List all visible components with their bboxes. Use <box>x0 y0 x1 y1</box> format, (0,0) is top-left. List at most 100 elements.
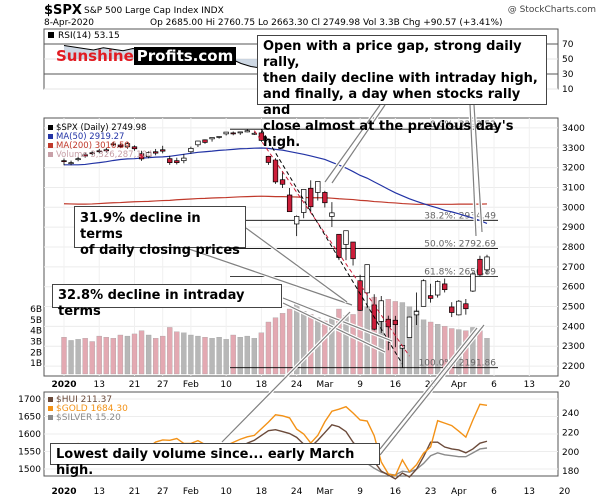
volume-bar <box>406 306 413 375</box>
annotation-closing-decline-callout: 31.9% decline in terms of daily closing … <box>74 206 246 258</box>
volume-tick-label: 1B <box>30 359 42 369</box>
volume-bar <box>174 331 180 375</box>
volume-bar <box>152 338 159 375</box>
ma50-line <box>64 147 488 224</box>
candle-body <box>294 216 300 225</box>
price-legend-label: $SPX (Daily) 2749.98 <box>56 123 146 133</box>
metals-right-tick-label: 220 <box>562 429 579 439</box>
metals-legend-swatch <box>48 397 53 402</box>
callout-line-1: Open with a price gap, strong daily rall… <box>263 39 522 70</box>
callout-line-2: then daily decline with intraday high, <box>263 71 538 86</box>
annotation-volume-callout: Lowest daily volume since... early March… <box>50 443 380 478</box>
metals-left-tick-label: 1700 <box>18 395 41 405</box>
volume-bar <box>434 324 441 375</box>
closing-decline-dashed-line <box>253 130 410 357</box>
metals-right-tick-label: 180 <box>562 467 579 477</box>
volume-bar <box>145 334 152 375</box>
metals-x-tick-label: Apr <box>451 487 467 497</box>
candle-body <box>272 159 279 183</box>
price-x-tick-label: 6 <box>491 380 497 390</box>
metals-x-tick-label: 9 <box>357 487 363 497</box>
metals-x-tick-label: Mar <box>316 487 333 497</box>
price-tick-label: 2700 <box>562 263 585 273</box>
metals-x-tick-label: 23 <box>425 487 436 497</box>
candle-body <box>413 311 420 316</box>
candle-body <box>138 153 145 160</box>
callout-pointer-line <box>379 327 478 450</box>
metals-x-tick-label: 21 <box>129 487 140 497</box>
volume-bar <box>470 327 476 375</box>
candle-body <box>322 192 328 204</box>
price-x-tick-label: Mar <box>316 380 333 390</box>
metals-left-tick-label: 1600 <box>18 430 41 440</box>
volume-bar <box>420 319 427 375</box>
volume-bar <box>82 338 88 375</box>
rsi-tick-label: 10 <box>562 85 574 95</box>
candle-body <box>477 258 483 276</box>
volume-bar <box>96 335 102 375</box>
candle-body <box>406 316 413 338</box>
symbol-name: S&P 500 Large Cap Index INDX <box>84 6 224 16</box>
volume-bar <box>427 321 434 375</box>
callout-pointer-line <box>324 104 381 183</box>
price-x-tick-label: 13 <box>94 380 105 390</box>
candle-body <box>308 187 314 208</box>
volume-bar <box>216 337 222 375</box>
candle-body <box>202 139 208 143</box>
callout-pointer-line <box>379 324 485 456</box>
annotation-price-gap-callout: Open with a price gap, strong daily rall… <box>257 35 547 150</box>
candle-body <box>442 283 448 291</box>
candle-body <box>82 154 88 157</box>
candle-body <box>385 318 391 328</box>
candle-body <box>329 212 335 217</box>
callout-line-3: and finally, a day when stocks rally and <box>263 87 521 118</box>
rsi-legend-swatch <box>48 32 54 38</box>
volume-bar <box>364 306 370 375</box>
candle-body <box>117 144 124 148</box>
candle-body <box>96 150 102 153</box>
quote-line: Op 2685.00 Hi 2760.75 Lo 2663.30 Cl 2749… <box>150 18 503 28</box>
price-tick-label: 2900 <box>562 223 585 233</box>
metals-x-tick-label: 24 <box>291 487 303 497</box>
volume-bar <box>202 337 208 375</box>
price-x-tick-label: 27 <box>157 380 168 390</box>
candle-body <box>301 189 307 213</box>
fib-level-label: 0.0%: 3393.52 <box>430 120 496 130</box>
brand-logo-profits: Profits.com <box>133 47 237 65</box>
volume-bar <box>350 314 356 375</box>
volume-bar <box>230 334 236 375</box>
candle-body <box>364 264 370 294</box>
price-legend-swatch <box>48 152 53 157</box>
price-x-tick-label: 16 <box>390 380 402 390</box>
callout-pointer-line <box>185 247 353 306</box>
fib-level-label: 50.0%: 2792.69 <box>424 239 496 249</box>
callout-pointer-line <box>221 311 351 443</box>
price-legend-label: MA(200) 3016.59 <box>56 141 130 151</box>
price-x-tick-label: Apr <box>451 380 467 390</box>
metals-x-tick-label: 20 <box>559 487 571 497</box>
metals-x-tick-label: 10 <box>220 487 232 497</box>
price-x-tick-label: 9 <box>357 380 363 390</box>
callout-volume-text: Lowest daily volume since... early March… <box>56 447 355 478</box>
watermark: @ StockCharts.com <box>508 5 596 15</box>
price-tick-label: 3400 <box>562 124 585 134</box>
callout-closing-line-1: 31.9% decline in terms <box>80 211 201 242</box>
candle-body <box>160 149 166 152</box>
candle-body <box>435 281 441 296</box>
candle-body <box>420 280 427 307</box>
candle-body <box>456 300 462 316</box>
volume-bar <box>181 332 187 375</box>
volume-bar <box>265 321 272 375</box>
rsi-tick-label: 50 <box>562 55 574 65</box>
volume-bar <box>124 335 131 375</box>
price-tick-label: 2200 <box>562 362 585 372</box>
metals-left-tick-label: 1650 <box>18 413 41 423</box>
price-x-tick-label: Feb <box>183 380 199 390</box>
volume-bar <box>449 328 455 375</box>
volume-bar <box>117 334 124 375</box>
metals-x-tick-label: 27 <box>157 487 168 497</box>
volume-bar <box>308 314 314 375</box>
candle-body <box>279 179 286 185</box>
metals-legend-swatch <box>48 406 53 411</box>
candle-body <box>181 157 187 162</box>
